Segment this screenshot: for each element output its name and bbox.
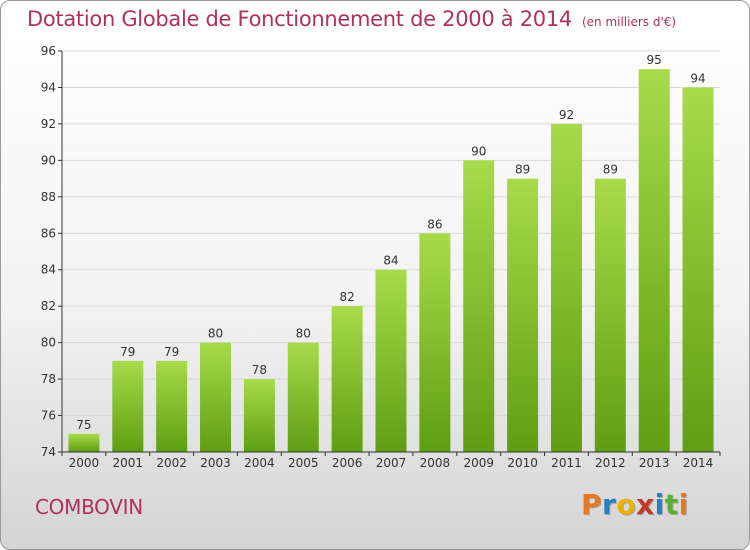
bar-2007 (375, 269, 407, 452)
y-tick-label: 86 (41, 226, 56, 240)
x-tick-label-2011: 2011 (551, 456, 582, 470)
logo-letter: o (616, 488, 637, 521)
y-tick-label: 90 (41, 153, 56, 167)
bar-2000 (68, 433, 100, 452)
bar-2005 (287, 342, 319, 452)
data-label-2010: 89 (515, 163, 530, 177)
data-label-2013: 95 (647, 53, 662, 67)
data-label-2006: 82 (339, 290, 354, 304)
x-tick-label-2008: 2008 (420, 456, 451, 470)
bar-2004 (243, 379, 275, 452)
logo-letter: x (636, 488, 655, 521)
x-tick-label-2000: 2000 (69, 456, 100, 470)
y-tick-label: 92 (41, 117, 56, 131)
x-tick-label-2003: 2003 (200, 456, 231, 470)
bar-2008 (419, 233, 451, 452)
x-tick-label-2007: 2007 (376, 456, 407, 470)
chart-title: Dotation Globale de Fonctionnement de 20… (27, 7, 676, 31)
data-label-2008: 86 (427, 217, 442, 231)
chart-subtitle: (en milliers d'€) (581, 15, 677, 29)
x-tick-label-2013: 2013 (639, 456, 670, 470)
bar-2014 (682, 87, 714, 453)
commune-name: COMBOVIN (35, 495, 143, 519)
y-tick-label: 94 (41, 80, 56, 94)
data-label-2002: 79 (164, 345, 179, 359)
y-tick-label: 96 (41, 44, 56, 58)
labels: 74 76 78 80 82 84 86 88 90 92 94 96 75 2000 79 2001 79 20… (41, 44, 714, 470)
y-tick-label: 82 (41, 299, 56, 313)
y-tick-label: 84 (41, 263, 56, 277)
bar-2010 (507, 178, 539, 452)
x-tick-label-2012: 2012 (595, 456, 626, 470)
logo-letter: t (664, 488, 679, 521)
x-tick-label-2002: 2002 (156, 456, 187, 470)
data-label-2001: 79 (120, 345, 135, 359)
x-tick-label-2014: 2014 (683, 456, 714, 470)
x-tick-label-2005: 2005 (288, 456, 319, 470)
x-tick-label-2001: 2001 (113, 456, 144, 470)
logo-letter: i (654, 488, 665, 521)
data-label-2003: 80 (208, 327, 223, 341)
x-tick-label-2006: 2006 (332, 456, 363, 470)
data-label-2012: 89 (603, 163, 618, 177)
x-tick-label-2009: 2009 (463, 456, 494, 470)
y-tick-label: 88 (41, 190, 56, 204)
bar-2006 (331, 306, 363, 452)
axes (58, 50, 721, 456)
data-label-2007: 84 (383, 254, 398, 268)
data-label-2014: 94 (690, 71, 705, 85)
y-tick-label: 74 (41, 445, 56, 459)
x-tick-label-2004: 2004 (244, 456, 275, 470)
bar-2001 (112, 360, 144, 452)
x-tick-label-2010: 2010 (507, 456, 538, 470)
proxiti-logo[interactable]: Proxiti (581, 488, 689, 521)
data-label-2004: 78 (252, 363, 267, 377)
bar-2011 (550, 123, 582, 452)
bar-2003 (200, 342, 232, 452)
y-tick-label: 76 (41, 409, 56, 423)
data-label-2011: 92 (559, 108, 574, 122)
logo-letter: P (581, 488, 603, 521)
bar-2009 (463, 160, 495, 452)
title-text: Dotation Globale de Fonctionnement de 20… (27, 7, 572, 31)
y-tick-label: 80 (41, 336, 56, 350)
bar-2012 (594, 178, 626, 452)
logo-letter: i (678, 488, 689, 521)
bars (68, 69, 714, 453)
logo-letter: r (602, 488, 617, 521)
data-label-2005: 80 (296, 327, 311, 341)
bar-2013 (638, 69, 670, 453)
data-label-2009: 90 (471, 144, 486, 158)
data-label-2000: 75 (76, 418, 91, 432)
bar-2002 (156, 360, 188, 452)
y-tick-label: 78 (41, 372, 56, 386)
